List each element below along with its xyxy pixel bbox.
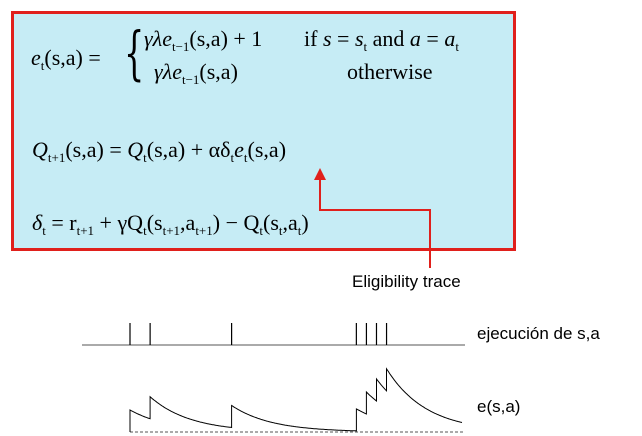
td-error-equation: δt = rt+1 + γQt(st+1,at+1) − Qt(st,at) [32,210,309,238]
cases-brace: { [124,19,145,87]
eligibility-case-visited-condition: if s = st and a = at [304,26,459,54]
trace-label: e(s,a) [477,397,521,416]
eligibility-case-otherwise: γλet−1(s,a) [154,59,238,87]
trace-curve [129,367,463,432]
eligibility-trace-label: Eligibility trace [352,272,461,291]
formula-box: et(s,a) = { γλet−1(s,a) + 1 if s = st an… [11,11,516,251]
visit-ticks [129,323,388,345]
q-update-equation: Qt+1(s,a) = Qt(s,a) + αδtet(s,a) [32,137,287,165]
eligibility-equation-lhs: et(s,a) = [31,45,101,73]
eligibility-case-visited: γλet−1(s,a) + 1 [144,26,263,54]
visit-label: ejecución de s,a [477,324,600,343]
eligibility-case-otherwise-condition: otherwise [347,59,433,84]
